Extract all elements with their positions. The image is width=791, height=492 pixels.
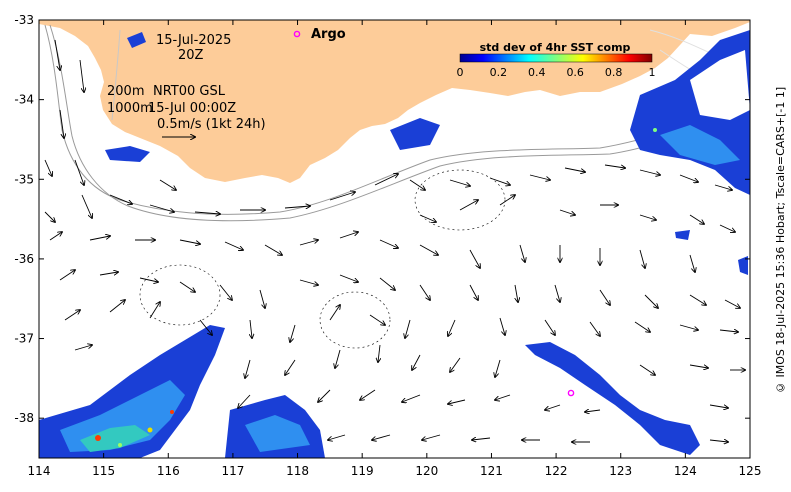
latitude-axis: -33 -34 -35 -36 -37 -38 [14, 13, 750, 425]
x-tick-label: 123 [609, 464, 632, 478]
y-tick-label: -34 [14, 93, 34, 107]
eddy-contours [139, 169, 506, 349]
argo-float-marker[interactable] [567, 389, 575, 397]
x-tick-label: 119 [351, 464, 374, 478]
date-label: 15-Jul-2025 [156, 33, 231, 48]
depth-contour-label-200m: 200m [107, 84, 144, 99]
plot-frame [38, 19, 751, 459]
colorbar-tick-label: 0 [457, 66, 464, 79]
y-tick-label: -38 [14, 411, 34, 425]
current-source-label: NRT00 GSL [153, 84, 226, 99]
time-label: 20Z [178, 48, 204, 63]
argo-float-marker[interactable] [293, 30, 301, 38]
x-tick-label: 120 [415, 464, 438, 478]
sst-patch-east [105, 30, 750, 455]
x-tick-label: 117 [221, 464, 244, 478]
imos-credit: © IMOS 18-Jul-2025 15:36 Hobart; Tscale=… [774, 86, 787, 394]
colorbar-tick-label: 0.6 [566, 66, 584, 79]
longitude-axis: 114 115 116 117 118 119 120 121 122 123 124 125 [28, 20, 762, 478]
y-tick-label: -37 [14, 332, 34, 346]
colorbar-tick-label: 1 [649, 66, 656, 79]
x-tick-label: 116 [157, 464, 180, 478]
x-tick-label: 114 [28, 464, 51, 478]
colorbar-tick-label: 0.4 [528, 66, 546, 79]
colorbar-gradient [459, 53, 653, 63]
x-tick-label: 118 [286, 464, 309, 478]
y-tick-label: -35 [14, 172, 34, 186]
current-vectors [44, 39, 745, 442]
x-tick-label: 124 [674, 464, 697, 478]
argo-label: Argo [311, 27, 346, 42]
colorbar: std dev of 4hr SST comp 0 0.2 0.4 0.6 0.8 1 [457, 41, 656, 79]
sst-patch-south-west [39, 325, 325, 458]
colorbar-title: std dev of 4hr SST comp [480, 41, 631, 54]
y-tick-label: -36 [14, 252, 34, 266]
depth-contour-label-1000m: 1000m [107, 101, 153, 116]
y-tick-label: -33 [14, 13, 34, 27]
colorbar-tick-label: 0.2 [490, 66, 508, 79]
x-tick-label: 122 [545, 464, 568, 478]
colorbar-tick-label: 0.8 [605, 66, 623, 79]
x-tick-label: 121 [480, 464, 503, 478]
x-tick-label: 125 [739, 464, 762, 478]
current-time-label: 15-Jul 00:00Z [148, 101, 236, 116]
scale-label: 0.5m/s (1kt 24h) [157, 117, 266, 132]
x-tick-label: 115 [92, 464, 115, 478]
